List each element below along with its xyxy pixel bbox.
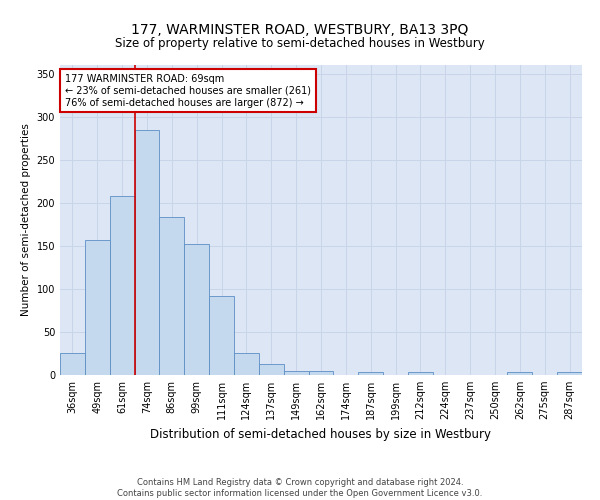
Y-axis label: Number of semi-detached properties: Number of semi-detached properties <box>21 124 31 316</box>
Bar <box>85 240 110 375</box>
Text: 177 WARMINSTER ROAD: 69sqm
← 23% of semi-detached houses are smaller (261)
76% o: 177 WARMINSTER ROAD: 69sqm ← 23% of semi… <box>65 74 311 108</box>
Bar <box>557 372 582 375</box>
Bar <box>358 372 383 375</box>
Bar <box>408 372 433 375</box>
Text: 177, WARMINSTER ROAD, WESTBURY, BA13 3PQ: 177, WARMINSTER ROAD, WESTBURY, BA13 3PQ <box>131 22 469 36</box>
Bar <box>134 130 160 375</box>
Bar <box>209 296 234 375</box>
Bar <box>308 370 334 375</box>
X-axis label: Distribution of semi-detached houses by size in Westbury: Distribution of semi-detached houses by … <box>151 428 491 440</box>
Bar <box>160 218 184 375</box>
Bar <box>284 370 308 375</box>
Text: Size of property relative to semi-detached houses in Westbury: Size of property relative to semi-detach… <box>115 38 485 51</box>
Bar <box>234 352 259 375</box>
Bar <box>110 196 134 375</box>
Bar <box>508 372 532 375</box>
Text: Contains HM Land Registry data © Crown copyright and database right 2024.
Contai: Contains HM Land Registry data © Crown c… <box>118 478 482 498</box>
Bar <box>259 364 284 375</box>
Bar <box>184 244 209 375</box>
Bar <box>60 354 85 375</box>
